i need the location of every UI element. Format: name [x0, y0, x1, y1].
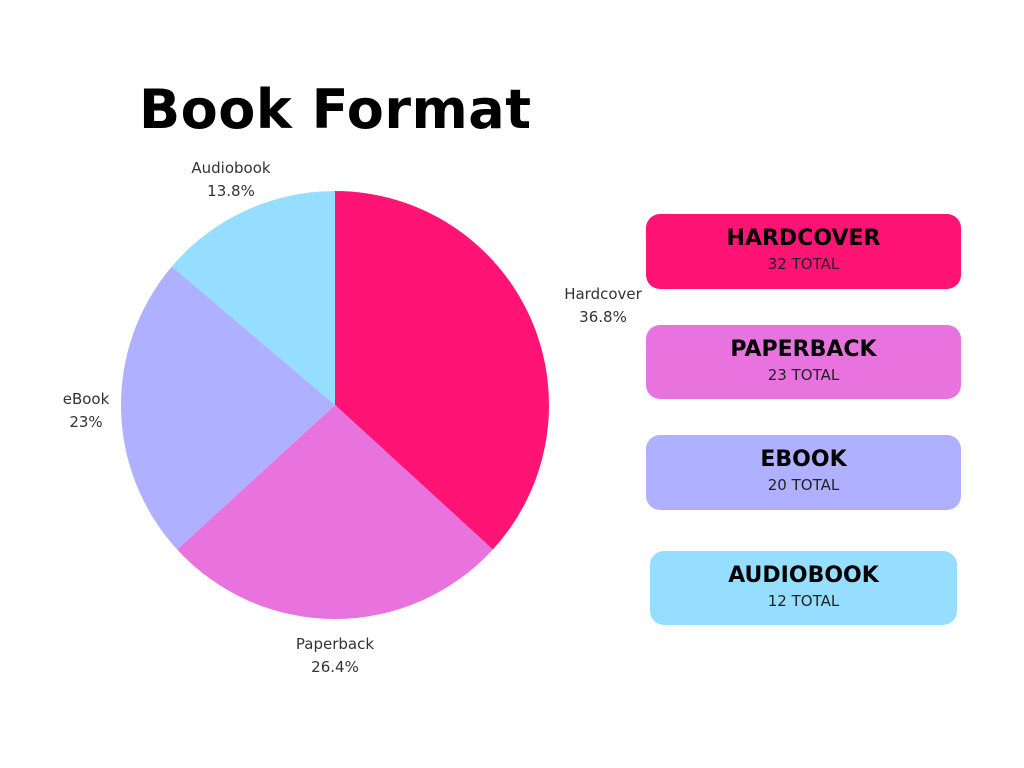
card-total: 23 TOTAL	[767, 366, 840, 384]
card-name: HARDCOVER	[726, 226, 881, 251]
pie-slice-hardcover	[335, 191, 549, 550]
card-total: 12 TOTAL	[767, 592, 840, 610]
slice-label-audiobook: Audiobook	[191, 159, 271, 177]
card-total: 32 TOTAL	[767, 255, 840, 273]
slice-label-hardcover: Hardcover	[564, 285, 642, 303]
slice-label-paperback: Paperback	[296, 635, 374, 653]
card-name: EBOOK	[760, 447, 847, 472]
slice-value-ebook: 23%	[69, 413, 102, 431]
pie-slice-audiobook	[171, 191, 335, 405]
card-audiobook: AUDIOBOOK 12 TOTAL	[650, 551, 957, 625]
card-hardcover: HARDCOVER 32 TOTAL	[646, 214, 961, 289]
pie-slice-ebook	[121, 266, 335, 550]
card-paperback: PAPERBACK 23 TOTAL	[646, 325, 961, 399]
card-total: 20 TOTAL	[767, 476, 840, 494]
slice-label-ebook: eBook	[63, 390, 110, 408]
slice-value-paperback: 26.4%	[311, 658, 359, 676]
pie-slice-paperback	[177, 405, 493, 619]
card-name: PAPERBACK	[730, 337, 877, 362]
card-name: AUDIOBOOK	[728, 563, 879, 588]
chart-title: Book Format	[139, 78, 532, 141]
slice-value-hardcover: 36.8%	[579, 308, 627, 326]
slice-value-audiobook: 13.8%	[207, 182, 255, 200]
card-ebook: EBOOK 20 TOTAL	[646, 435, 961, 510]
